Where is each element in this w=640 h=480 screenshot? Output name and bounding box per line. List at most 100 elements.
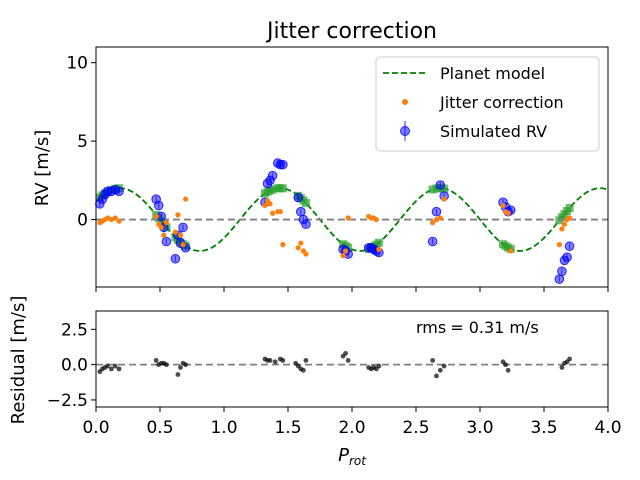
residual-y-tick-label: 2.5 [61,320,88,340]
residual-y-tick-label: −2.5 [47,391,88,411]
residual-point [567,356,572,362]
simulated-rv-point [564,241,575,252]
jitter-correction-point [112,215,118,221]
residual-x-tick-label: 1.5 [274,418,301,438]
planet-model-point [268,185,277,194]
jitter-correction-point [340,253,346,259]
residual-x-tick-label: 4.0 [594,418,621,438]
legend-box [375,56,600,152]
residual-point [437,367,443,373]
simulated-rv-point [178,222,188,233]
simulated-rv-series [95,158,575,284]
jitter-correction-point [559,226,565,232]
residual-point [303,358,309,363]
legend-jitter-correction-marker [402,99,408,105]
simulated-rv-point [161,236,172,247]
jitter-correction-point [270,210,276,216]
residual-point [267,358,273,363]
chart-title: Jitter correction [265,19,437,44]
residual-point [175,372,181,377]
residual-point [376,363,382,369]
jitter-correction-point [441,196,447,202]
residual-point [343,350,348,356]
residual-x-ticks: 0.0 0.5 1.0 1.5 2.0 2.5 3.0 3.5 4.0 [82,407,622,438]
jitter-correction-point [180,242,186,248]
residual-point [434,373,439,379]
simulated-rv-point [557,266,567,277]
jitter-correction-point [277,209,283,215]
jitter-correction-point [177,232,184,238]
jitter-correction-series [97,196,573,259]
residual-point [559,365,565,370]
residual-point [116,366,122,372]
main-y-tick-label: 0 [77,211,88,231]
jitter-correction-point [343,248,349,254]
main-x-ticks [95,287,609,292]
jitter-correction-point [172,229,178,235]
residual-point [164,362,169,368]
simulated-rv-point [114,186,124,197]
jitter-correction-point [298,240,304,246]
rms-annotation: rms = 0.31 m/s [416,318,539,337]
jitter-correction-point [280,242,286,248]
residual-point [105,363,110,369]
main-y-tick-label: 10 [66,54,88,74]
simulated-rv-point [562,252,572,262]
jitter-correction-point [561,221,568,227]
jitter-correction-point [508,248,514,254]
legend-simulated-rv-label: Simulated RV [440,122,547,141]
jitter-correction-point [376,246,382,252]
legend: Planet model Jitter correction Simulated… [375,56,600,152]
jitter-correction-point [556,242,562,248]
jitter-correction-point [163,220,169,226]
planet-model-point [565,204,574,213]
simulated-rv-point [431,206,442,217]
residual-point [178,365,183,370]
residual-x-tick-label: 0.5 [146,418,173,438]
jitter-correction-point [158,224,164,230]
planet-model-point [440,184,449,193]
jitter-correction-point [161,232,167,238]
residual-x-tick-label: 0.0 [82,418,109,438]
simulated-rv-point [427,236,438,247]
planet-model-point [278,184,287,193]
residual-point [108,366,114,372]
residual-point [153,358,159,363]
main-y-axis-label: RV [m/s] [32,130,53,207]
simulated-rv-point [435,180,446,190]
residual-point [345,358,351,363]
simulated-rv-point [153,200,164,211]
residual-x-tick-label: 2.5 [402,418,429,438]
residual-point [280,358,286,363]
residual-x-tick-label: 3.5 [530,418,557,438]
residual-point [441,363,447,369]
simulated-rv-point [296,206,306,217]
legend-simulated-rv-marker [400,126,410,136]
planet-model-point [301,199,310,208]
planet-model-point [374,238,383,247]
simulated-rv-point [278,159,288,170]
jitter-correction-point [567,215,573,221]
residual-point [112,363,118,369]
residual-point [183,362,189,368]
simulated-rv-point [293,192,304,203]
simulated-rv-point [267,170,278,181]
residual-y-tick-label: 0.0 [61,356,88,376]
jitter-correction-point [262,202,268,209]
legend-jitter-correction-label: Jitter correction [439,93,564,112]
residual-x-tick-label: 1.0 [210,418,237,438]
residual-point [272,359,278,365]
residual-point [503,362,508,368]
simulated-rv-point [301,219,311,230]
simulated-rv-point [554,274,565,284]
jitter-correction-point [303,251,309,257]
residual-point [430,358,436,363]
jitter-correction-point [373,216,379,223]
jitter-correction-point [267,201,273,207]
rms-label: rms [416,318,446,337]
residual-point [505,367,511,373]
jitter-correction-point [430,220,436,226]
jitter-correction-point [505,210,511,216]
jitter-correction-point [153,213,159,220]
